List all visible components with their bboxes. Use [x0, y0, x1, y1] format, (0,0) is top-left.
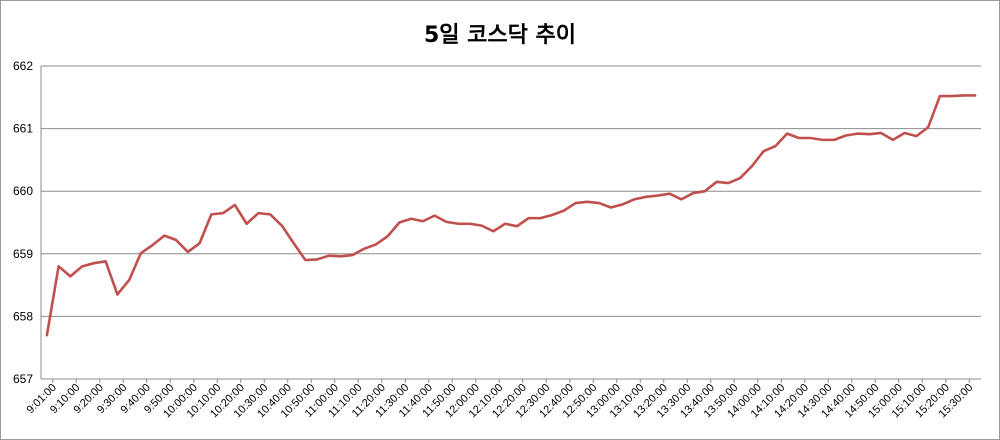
series-line: [45, 94, 977, 337]
y-tick-label: 658: [13, 309, 33, 323]
chart-title: 5일 코스닥 추이: [424, 23, 576, 48]
y-tick-label: 659: [13, 247, 33, 261]
y-tick-label: 662: [13, 59, 33, 73]
x-axis-ticks: 9:01:009:10:009:20:009:30:009:40:009:50:…: [24, 379, 975, 420]
y-tick-label: 657: [13, 372, 33, 386]
y-tick-label: 660: [13, 184, 33, 198]
gridlines: [40, 65, 981, 380]
y-axis-ticks: 657 658 659 660 661 662: [13, 59, 33, 386]
y-tick-label: 661: [13, 122, 33, 136]
